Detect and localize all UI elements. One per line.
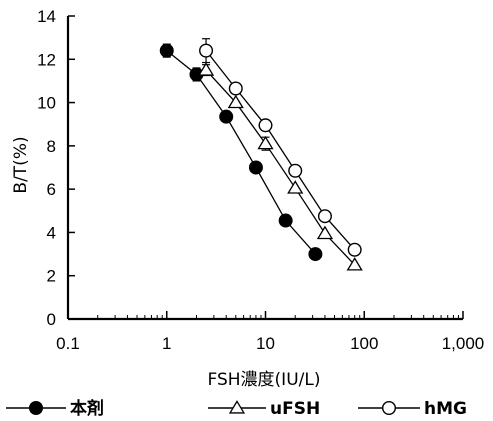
y-tick-label: 8: [47, 137, 56, 156]
series-layer: [159, 38, 363, 271]
data-point: [258, 118, 273, 133]
data-point: [197, 62, 215, 76]
legend: 本剤 uFSH hMG: [6, 398, 467, 419]
data-point: [347, 242, 362, 257]
data-point: [227, 94, 244, 109]
x-tick-label: 0.1: [56, 334, 80, 353]
series-2: [197, 62, 363, 271]
data-point: [308, 247, 323, 262]
data-point: [287, 180, 304, 194]
y-axis-label: B/T(%): [11, 136, 31, 193]
legend-entry-3: hMG: [358, 399, 467, 419]
y-tick-label: 12: [37, 50, 56, 69]
legend-entry-2: uFSH: [208, 399, 320, 419]
data-point: [288, 163, 303, 178]
legend-entry-1: 本剤: [6, 398, 104, 419]
axes: [66, 16, 463, 321]
y-tick-label: 14: [37, 7, 56, 26]
data-point: [159, 43, 174, 58]
data-point: [317, 209, 332, 224]
data-point: [228, 81, 243, 96]
data-point: [278, 213, 293, 228]
y-tick-label: 10: [37, 94, 56, 113]
data-point: [248, 160, 263, 175]
x-tick-label: 10: [256, 334, 275, 353]
legend-label: hMG: [424, 399, 467, 419]
data-point: [219, 109, 234, 124]
data-point: [257, 135, 274, 150]
x-axis-ticks: 0.1 1 10 100 1,000: [56, 311, 484, 353]
series-1: [159, 43, 323, 262]
legend-marker: [228, 400, 246, 414]
x-axis-label: FSH濃度(IU/L): [208, 370, 321, 390]
data-point: [346, 257, 363, 271]
data-point: [316, 225, 334, 240]
y-tick-label: 0: [47, 310, 56, 329]
legend-label: 本剤: [70, 398, 104, 419]
data-point: [199, 43, 214, 58]
y-tick-label: 4: [47, 223, 56, 242]
x-tick-label: 100: [350, 334, 378, 353]
x-tick-label: 1,000: [442, 334, 485, 353]
x-tick-label: 1: [162, 334, 171, 353]
y-tick-label: 6: [47, 180, 56, 199]
series-line: [205, 69, 356, 266]
y-axis-ticks: 0 2 4 6 8 10 12 14: [37, 7, 75, 329]
series-3: [199, 38, 362, 257]
legend-marker: [29, 401, 44, 416]
y-tick-label: 2: [47, 267, 56, 286]
series-line: [166, 50, 316, 255]
legend-label: uFSH: [270, 399, 320, 419]
legend-marker: [382, 401, 397, 416]
series-line: [205, 50, 356, 251]
